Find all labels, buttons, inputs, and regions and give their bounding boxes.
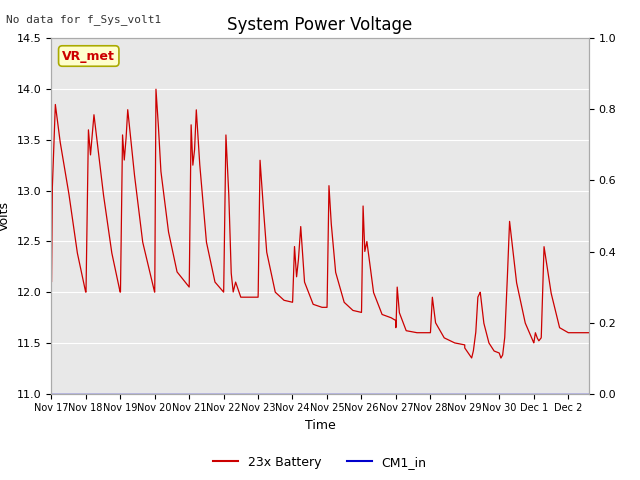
- Legend: 23x Battery, CM1_in: 23x Battery, CM1_in: [208, 451, 432, 474]
- Text: VR_met: VR_met: [62, 49, 115, 62]
- X-axis label: Time: Time: [305, 419, 335, 432]
- Title: System Power Voltage: System Power Voltage: [227, 16, 413, 34]
- Y-axis label: Volts: Volts: [0, 201, 11, 231]
- Text: No data for f_Sys_volt1: No data for f_Sys_volt1: [6, 14, 162, 25]
